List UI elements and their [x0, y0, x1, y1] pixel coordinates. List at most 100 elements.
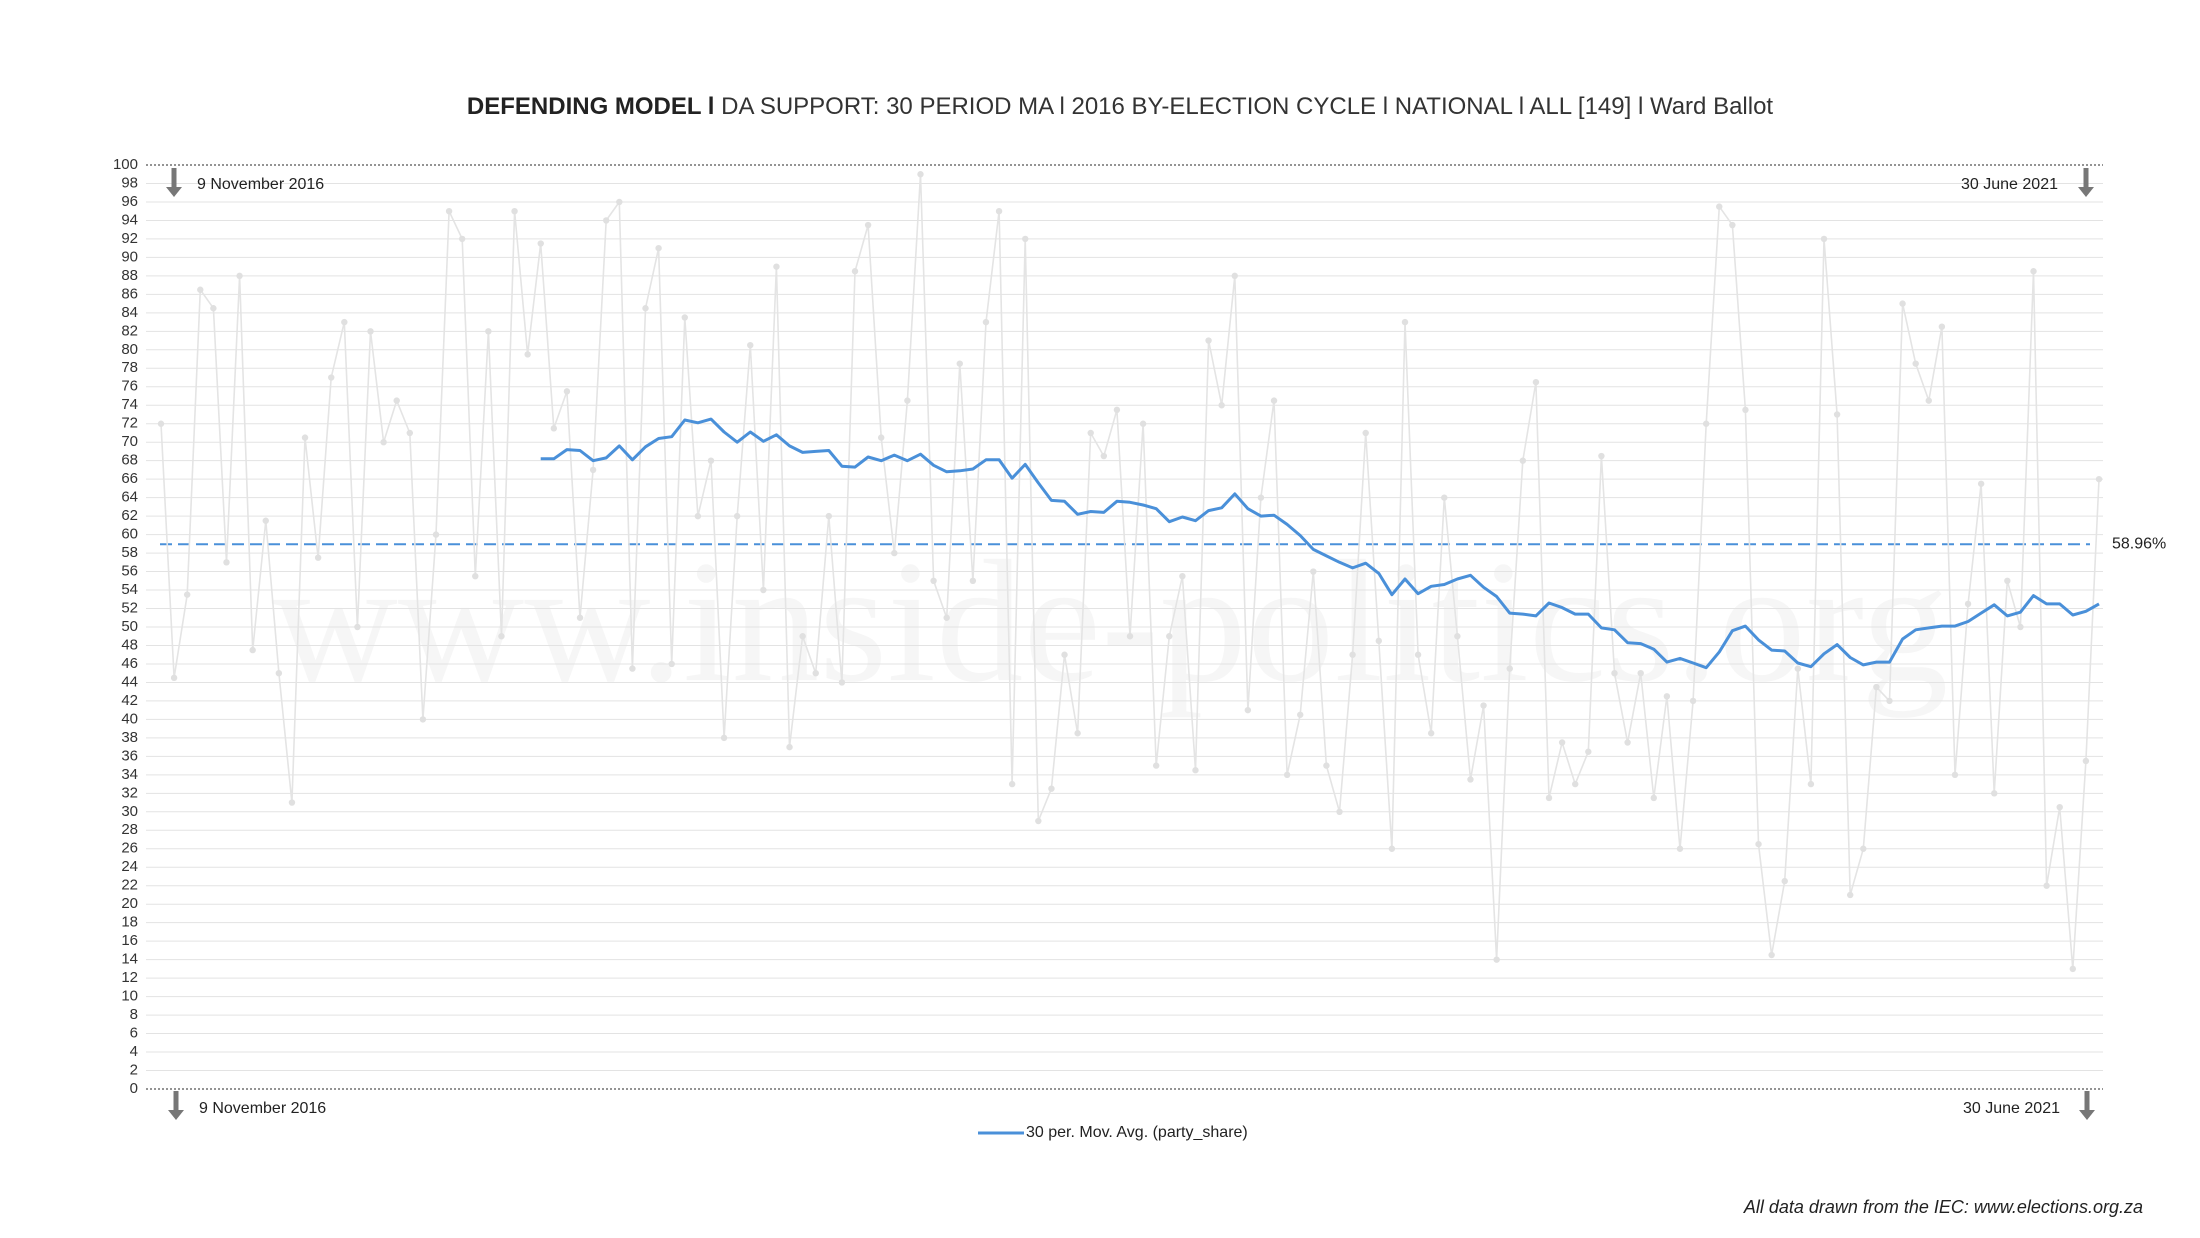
raw-point — [223, 559, 230, 566]
raw-point — [1401, 318, 1409, 326]
raw-point — [943, 614, 950, 621]
y-tick-label: 32 — [121, 784, 138, 801]
raw-point — [341, 318, 348, 326]
arrow-head — [2078, 187, 2094, 197]
raw-point — [2017, 623, 2024, 631]
raw-point — [1755, 840, 1762, 848]
raw-point — [524, 351, 531, 358]
raw-point — [1964, 600, 1972, 608]
y-tick-label: 90 — [121, 248, 138, 265]
y-tick-label: 28 — [121, 821, 138, 838]
raw-point — [1768, 951, 1775, 959]
raw-point — [1388, 845, 1396, 852]
y-tick-label: 62 — [121, 507, 138, 524]
y-tick-label: 6 — [130, 1025, 138, 1042]
y-tick-label: 12 — [121, 969, 138, 986]
raw-point — [1152, 762, 1160, 769]
raw-point — [1297, 711, 1304, 718]
raw-point — [969, 577, 977, 584]
y-tick-label: 40 — [121, 710, 138, 727]
raw-point — [1467, 776, 1474, 783]
y-tick-label: 68 — [121, 452, 138, 469]
raw-point — [1362, 429, 1369, 437]
raw-point — [249, 646, 256, 654]
raw-point — [1820, 235, 1828, 243]
raw-point — [236, 272, 243, 280]
raw-point — [1977, 480, 1985, 487]
raw-point — [1519, 457, 1527, 464]
start-date: 9 November 2016 — [199, 1100, 326, 1117]
raw-point — [1336, 808, 1343, 815]
raw-point — [1886, 697, 1893, 705]
y-tick-label: 70 — [121, 433, 138, 450]
raw-point — [563, 388, 571, 395]
y-tick-label: 100 — [113, 156, 138, 173]
raw-point — [642, 305, 649, 312]
raw-point — [1270, 397, 1278, 404]
y-tick-label: 8 — [130, 1006, 138, 1023]
raw-point — [288, 799, 296, 806]
raw-point — [1100, 452, 1108, 460]
raw-point — [1558, 739, 1566, 746]
raw-point — [603, 217, 610, 224]
y-tick-label: 0 — [130, 1080, 138, 1097]
raw-point — [1192, 767, 1199, 774]
y-tick-label: 88 — [121, 267, 138, 284]
raw-point — [1833, 411, 1841, 418]
raw-point — [995, 208, 1003, 215]
y-tick-label: 94 — [121, 211, 138, 228]
raw-point — [2043, 882, 2050, 889]
raw-point — [170, 674, 178, 682]
raw-point — [197, 286, 204, 293]
y-tick-label: 54 — [121, 581, 138, 598]
raw-point — [1899, 300, 1906, 307]
raw-point — [183, 591, 191, 598]
raw-point — [825, 512, 833, 520]
raw-point — [1742, 406, 1749, 414]
raw-point — [1676, 845, 1684, 852]
raw-point — [930, 577, 937, 584]
raw-point — [1938, 323, 1946, 330]
y-tick-label: 36 — [121, 747, 138, 764]
raw-point — [1008, 780, 1016, 788]
raw-point — [1702, 420, 1710, 427]
raw-point — [982, 318, 990, 326]
raw-point — [2095, 475, 2103, 483]
raw-point — [354, 623, 361, 631]
raw-point — [891, 549, 898, 557]
arrow-head — [168, 1110, 184, 1120]
raw-point — [1126, 633, 1134, 640]
y-tick-label: 78 — [121, 359, 138, 376]
title-rest: DA SUPPORT: 30 PERIOD MA l 2016 BY-ELECT… — [721, 93, 1773, 120]
y-tick-label: 86 — [121, 285, 138, 302]
raw-point — [498, 633, 505, 640]
y-tick-label: 34 — [121, 766, 138, 783]
y-tick-label: 42 — [121, 692, 138, 709]
raw-point — [432, 531, 440, 538]
arrow-head — [166, 187, 182, 197]
raw-point — [878, 434, 885, 441]
raw-point — [2069, 965, 2077, 973]
raw-point — [2082, 757, 2090, 765]
raw-point — [1847, 891, 1854, 899]
raw-point — [419, 716, 427, 723]
raw-point — [616, 198, 623, 206]
raw-point — [1624, 739, 1631, 746]
raw-point — [1048, 785, 1055, 792]
y-tick-label: 64 — [121, 489, 138, 506]
y-tick-label: 16 — [121, 932, 138, 949]
raw-point — [1637, 670, 1644, 677]
raw-point — [367, 328, 374, 335]
y-tick-label: 72 — [121, 415, 138, 432]
y-tick-label: 80 — [121, 341, 138, 358]
raw-point — [1205, 337, 1212, 344]
raw-point — [1323, 762, 1330, 769]
raw-point — [1912, 360, 1919, 367]
raw-point — [1179, 572, 1186, 580]
raw-point — [1545, 794, 1553, 802]
raw-point — [458, 235, 466, 243]
raw-point — [707, 457, 715, 464]
y-tick-label: 26 — [121, 840, 138, 857]
raw-point — [904, 397, 911, 404]
raw-point — [1244, 706, 1252, 714]
